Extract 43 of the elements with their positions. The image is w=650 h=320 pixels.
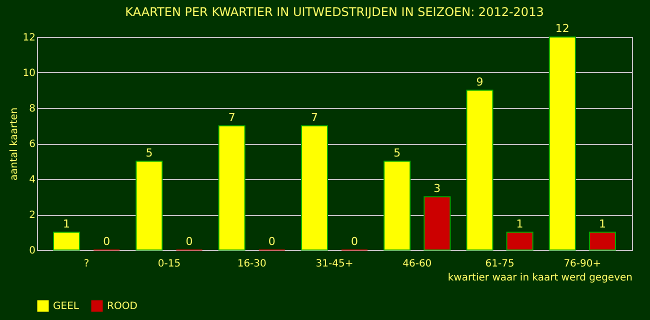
bar	[136, 160, 163, 250]
x-tick-label: 76-90+	[564, 258, 602, 270]
y-tick-label: 8	[29, 104, 36, 114]
bar	[466, 90, 494, 250]
data-label: 0	[268, 235, 276, 248]
y-axis-title: aantal kaarten	[8, 108, 20, 180]
x-tick-label: 61-75	[485, 258, 514, 270]
y-tick-label: 2	[29, 210, 36, 221]
y-tick-label: 4	[29, 174, 36, 186]
y-tick-label: 10	[22, 68, 36, 79]
legend-label: ROOD	[107, 301, 138, 312]
data-label: 0	[351, 235, 358, 248]
bar	[424, 196, 451, 250]
data-label: 1	[598, 217, 606, 230]
bar	[548, 36, 576, 250]
data-label: 1	[63, 217, 70, 230]
bar	[588, 232, 616, 250]
chart-title: KAARTEN PER KWARTIER IN UITWEDSTRIJDEN IN SEIZOEN: 2012-2013	[125, 5, 544, 19]
y-tick-label: 12	[22, 32, 36, 44]
y-tick-label: 0	[29, 246, 36, 256]
data-label: 3	[434, 182, 441, 195]
x-tick-label: 0-15	[158, 258, 181, 270]
x-tick-label: ?	[84, 258, 90, 270]
data-label: 7	[310, 110, 318, 124]
x-tick-label: 46-60	[402, 258, 432, 270]
data-label: 0	[103, 235, 110, 248]
data-label: 7	[228, 110, 236, 124]
x-axis-title: kwartier waar in kaart werd gegeven	[448, 272, 632, 284]
legend-label: GEEL	[53, 301, 80, 312]
data-label: 9	[476, 75, 484, 88]
bar	[53, 232, 80, 250]
x-tick-label: 16-30	[237, 258, 266, 270]
data-label: 5	[146, 146, 153, 160]
data-label: 12	[555, 22, 570, 35]
data-label: 1	[516, 217, 524, 230]
data-label: 5	[394, 146, 401, 160]
bar	[384, 160, 411, 250]
bar	[218, 125, 246, 250]
bar	[300, 125, 328, 250]
bar	[506, 232, 534, 250]
data-label: 0	[186, 235, 193, 248]
y-tick-label: 6	[29, 139, 36, 150]
x-tick-label: 31-45+	[316, 258, 354, 270]
